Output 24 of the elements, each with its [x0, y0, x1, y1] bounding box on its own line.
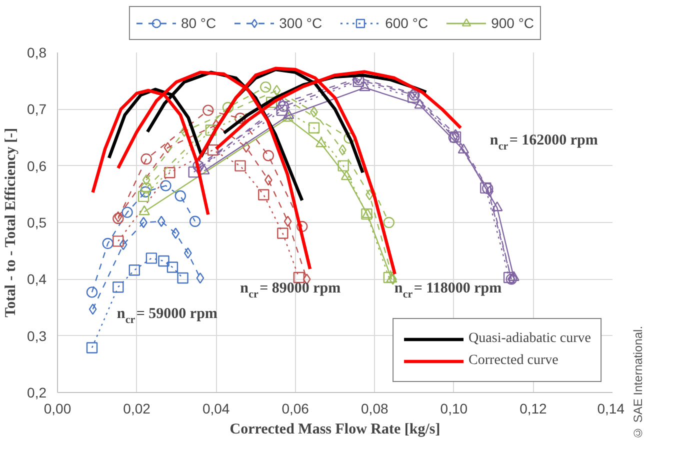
x-axis-title: Corrected Mass Flow Rate [kg/s] [230, 422, 440, 438]
x-tick-label: 0,02 [123, 400, 151, 416]
x-tick-label: 0,10 [440, 400, 468, 416]
legend-label: 600 °C [385, 15, 428, 31]
x-tick-label: 0,00 [44, 400, 72, 416]
x-tick-label: 0,06 [282, 400, 310, 416]
y-tick-label: 0,6 [27, 158, 47, 174]
legend-label: 300 °C [279, 15, 322, 31]
y-axis-title: Total - to - Total Efficiency [-] [3, 128, 20, 318]
y-tick-label: 0,7 [27, 101, 47, 118]
y-tick-label: 0,3 [27, 328, 47, 344]
y-tick-label: 0,2 [27, 384, 47, 400]
x-tick-label: 0,14 [597, 400, 625, 416]
y-tick-label: 0,8 [27, 44, 47, 60]
legend-label: Corrected curve [468, 353, 558, 369]
y-tick-label: 0,5 [27, 214, 47, 230]
legend-label: Quasi-adiabatic curve [468, 331, 591, 347]
x-tick-label: 0,04 [202, 400, 230, 416]
y-tick-label: 0,4 [27, 271, 47, 288]
x-tick-label: 0,08 [361, 400, 388, 416]
legend-label: 900 °C [491, 15, 534, 31]
text: © SAE International. [630, 326, 646, 440]
x-tick-label: 0,12 [520, 400, 548, 416]
legend-label: 80 °C [180, 15, 216, 31]
